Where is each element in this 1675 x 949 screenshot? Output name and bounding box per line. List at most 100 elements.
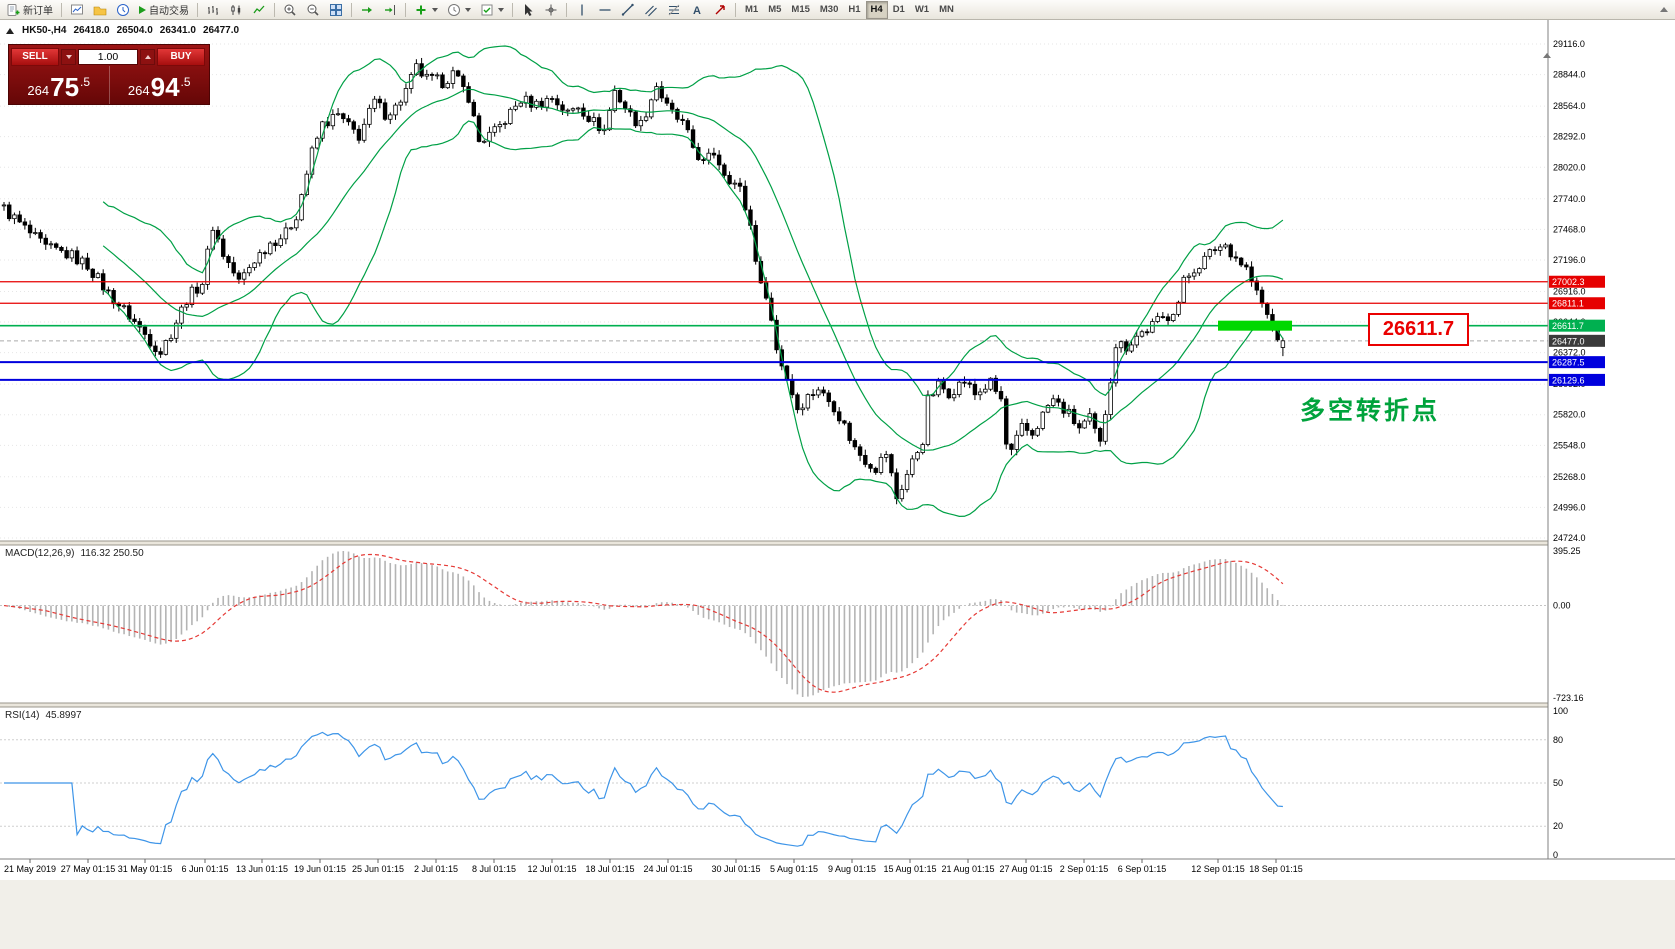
candlestick-mode-button[interactable] [225,1,247,19]
y-tick-label: 27196.0 [1553,255,1586,265]
market-watch-button[interactable] [112,1,134,19]
zoom-out-button[interactable] [302,1,324,19]
candle-body [158,351,163,355]
y-tick-label: 29116.0 [1553,39,1585,49]
periods-button[interactable] [443,1,475,19]
new-order-button[interactable]: 新订单 [2,1,57,19]
candle-body [889,454,894,474]
y-tick-label: 28292.0 [1553,132,1586,142]
x-tick-label: 12 Sep 01:15 [1191,864,1245,874]
macd-pane[interactable] [0,551,1548,697]
timeframe-M1[interactable]: M1 [745,4,759,15]
rsi-pane[interactable] [0,731,1548,847]
candle-body [330,114,336,127]
level-27002.3-tag[interactable] [1549,275,1605,288]
ask-price[interactable]: 264 94 .5 [108,66,210,104]
horizontal-line-tool-button[interactable] [594,1,616,19]
profiles-button[interactable] [89,1,111,19]
candle-body [586,115,591,122]
x-tick-label: 15 Aug 01:15 [883,864,936,874]
candle-body [1280,340,1286,348]
fibonacci-tool-button[interactable] [663,1,685,19]
candle-body [1150,321,1155,333]
time-axis[interactable] [0,859,1675,880]
chart-canvas[interactable]: 29116.0 28844.0 28564.0 28292.0 28020.0 27740… [0,20,1675,880]
timeframe-M15[interactable]: M15 [791,4,810,15]
trendline-tool-button[interactable] [617,1,639,19]
level-26811.1-tag[interactable] [1549,297,1605,310]
indicators-button[interactable] [410,1,442,19]
timeframe-MN[interactable]: MN [939,4,954,15]
templates-icon [481,4,493,15]
chart-shift-button[interactable] [379,1,401,19]
timeframe-H1[interactable]: H1 [848,4,861,15]
auto-scroll-button[interactable] [356,1,378,19]
candle-body [95,273,101,278]
price-axis[interactable] [1548,20,1675,859]
chevron-down-icon [432,7,438,12]
auto-trading-button[interactable]: 自动交易 [135,1,193,19]
channel-tool-button[interactable] [640,1,662,19]
y-tick-label: 27740.0 [1553,194,1586,204]
candle-body [179,306,184,324]
chart-scroll-up-button[interactable] [1543,36,1551,58]
volume-decrease-button[interactable] [61,48,76,65]
bar-chart-mode-button[interactable] [202,1,224,19]
volume-increase-button[interactable] [140,48,155,65]
crosshair-tool-button[interactable] [540,1,562,19]
candle-body [680,118,685,121]
text-tool-button[interactable]: A [686,1,708,19]
volume-input[interactable] [78,48,138,65]
candle-body [492,126,497,133]
candle-body [1035,428,1040,436]
x-tick-label: 8 Jul 01:15 [472,864,516,874]
line-chart-mode-button[interactable] [248,1,270,19]
timeframe-M30[interactable]: M30 [819,4,839,15]
candle-body [596,117,602,131]
level-26611.7-tag[interactable] [1549,319,1605,332]
x-tick-label: 18 Jul 01:15 [585,864,634,874]
candle-body [382,102,388,120]
candle-body [659,86,664,99]
tile-windows-button[interactable] [325,1,347,19]
timeframe-W1[interactable]: W1 [914,4,930,15]
price-level-callout[interactable]: 26611.7 [1368,313,1469,346]
toolbar-overflow-button[interactable] [1654,1,1673,19]
turning-point-annotation[interactable]: 多空转折点 [1300,391,1440,427]
arrows-tool-button[interactable] [709,1,731,19]
current-price-tag[interactable] [1549,334,1605,347]
candle-body [69,250,75,259]
candle-body [669,102,675,110]
level-26287.5-tag[interactable] [1549,356,1605,369]
pane-separator[interactable] [0,703,1675,707]
toolbar-separator [197,2,198,17]
zoom-in-button[interactable] [279,1,301,19]
candle-body [649,99,654,118]
cursor-tool-button[interactable] [517,1,539,19]
timeframe-H4[interactable]: H4 [865,0,888,19]
sell-button[interactable]: SELL [11,47,59,66]
one-click-trading-panel: SELL BUY 264 75 .5 264 94 .5 [8,44,210,105]
x-tick-label: 5 Aug 01:15 [770,864,818,874]
toolbar-separator [735,2,736,17]
scroll-up-icon [1543,36,1551,58]
buy-button[interactable]: BUY [157,47,205,66]
templates-button[interactable] [476,1,508,19]
candle-body [544,98,550,108]
new-chart-button[interactable] [66,1,88,19]
price-pane[interactable] [0,43,1548,539]
support-zone-rect[interactable] [1218,320,1292,331]
candle-body [440,74,445,89]
channel-icon [645,5,657,16]
vertical-line-icon [581,4,583,15]
pane-separator[interactable] [0,541,1675,545]
candle-body [461,75,466,87]
bid-price[interactable]: 264 75 .5 [9,66,109,104]
vertical-line-tool-button[interactable] [571,1,593,19]
level-26129.6-tag[interactable] [1549,373,1605,386]
timeframe-D1[interactable]: D1 [892,4,905,15]
candle-body [403,88,409,103]
sell-button-label: SELL [22,51,48,62]
candle-body [17,214,22,223]
timeframe-M5[interactable]: M5 [768,4,782,15]
